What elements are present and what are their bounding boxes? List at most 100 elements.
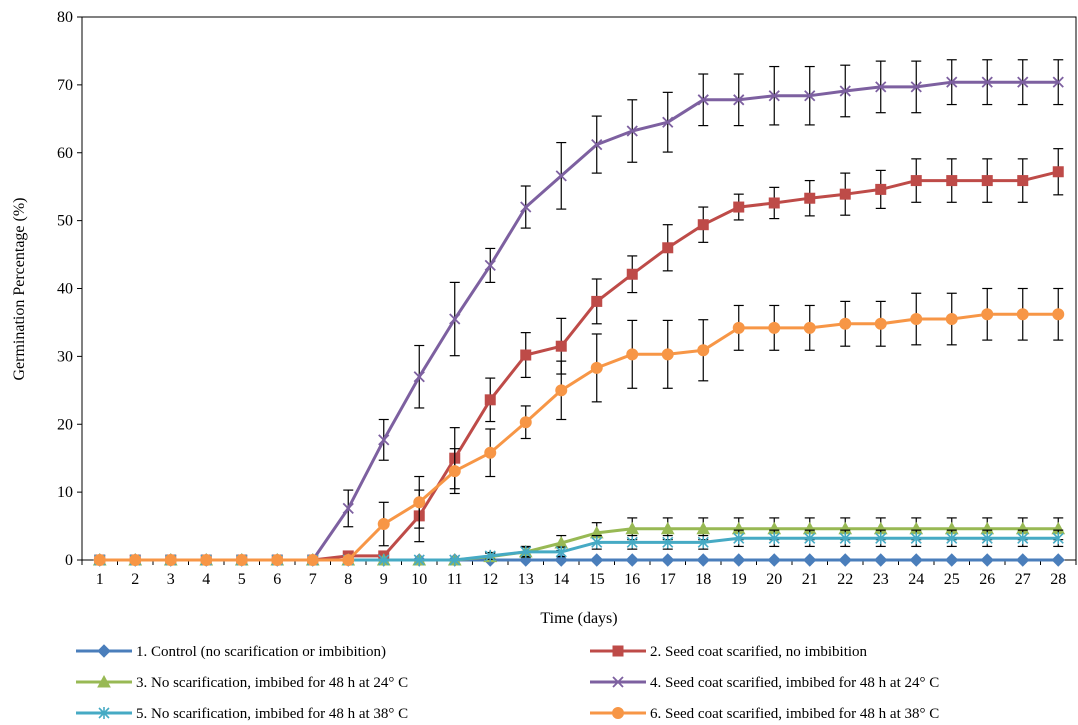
- y-tick-label: 30: [57, 348, 73, 365]
- data-point: [946, 175, 958, 187]
- data-point: [342, 502, 354, 515]
- data-point: [200, 554, 213, 566]
- legend-marker: [612, 645, 624, 657]
- y-tick-label: 50: [57, 213, 73, 230]
- y-tick-label: 80: [57, 9, 73, 26]
- legend-label: 2. Seed coat scarified, no imbibition: [650, 644, 868, 660]
- data-point: [875, 183, 887, 195]
- data-point: [768, 321, 781, 334]
- data-point: [555, 170, 567, 182]
- legend-marker: [612, 676, 624, 688]
- data-point: [768, 197, 780, 209]
- y-tick-label: 70: [57, 77, 73, 94]
- data-point: [271, 554, 284, 566]
- data-point: [449, 554, 461, 566]
- plot-frame: [81, 16, 1077, 561]
- data-point: [839, 85, 851, 97]
- data-point: [377, 518, 390, 531]
- data-point: [590, 361, 603, 374]
- x-tick-label: 3: [167, 571, 175, 588]
- data-point: [804, 532, 816, 545]
- data-point: [413, 371, 425, 383]
- x-tick-label: 2: [131, 571, 139, 588]
- legend-label: 6. Seed coat scarified, imbibed for 48 h…: [650, 706, 939, 722]
- data-point: [306, 554, 319, 566]
- data-point: [1051, 553, 1065, 567]
- data-point: [413, 496, 426, 509]
- data-point: [733, 94, 745, 106]
- data-point: [662, 242, 674, 254]
- data-point: [484, 394, 496, 406]
- series-line: [99, 312, 1059, 562]
- data-point: [661, 553, 675, 567]
- data-point: [378, 434, 390, 446]
- data-point: [484, 446, 497, 459]
- data-point: [1017, 175, 1029, 187]
- data-point: [1016, 308, 1029, 321]
- data-point: [981, 175, 993, 187]
- legend: 1. Control (no scarification or imbibiti…: [76, 644, 939, 722]
- data-point: [696, 521, 711, 535]
- data-point: [1017, 532, 1029, 545]
- data-point: [697, 94, 709, 106]
- data-point: [875, 532, 887, 545]
- data-point: [591, 536, 603, 549]
- x-tick-label: 5: [238, 571, 246, 588]
- data-point: [804, 192, 816, 204]
- data-point: [520, 201, 532, 213]
- x-tick-label: 21: [802, 571, 818, 588]
- data-point: [910, 81, 922, 93]
- data-point: [767, 553, 781, 567]
- data-point: [980, 553, 994, 567]
- data-point: [697, 219, 709, 231]
- legend-item-1: 1. Control (no scarification or imbibiti…: [76, 644, 386, 660]
- data-point: [839, 532, 851, 545]
- data-point: [591, 295, 603, 307]
- data-point: [378, 554, 390, 566]
- data-point: [910, 313, 923, 326]
- data-point: [520, 545, 532, 558]
- x-tick-label: 16: [624, 571, 640, 588]
- data-point: [732, 321, 745, 334]
- data-point: [590, 553, 604, 567]
- data-point: [946, 532, 958, 545]
- data-point: [519, 416, 532, 429]
- data-point: [449, 313, 461, 325]
- data-point: [981, 76, 993, 88]
- x-tick-label: 18: [695, 571, 711, 588]
- data-point: [981, 308, 994, 321]
- data-point: [838, 553, 852, 567]
- x-tick-label: 9: [380, 571, 388, 588]
- data-point: [164, 554, 177, 566]
- data-point: [1016, 553, 1030, 567]
- data-point: [1052, 76, 1064, 88]
- data-point: [626, 268, 638, 280]
- data-point: [520, 349, 532, 361]
- x-tick-label: 7: [309, 571, 317, 588]
- legend-marker: [97, 644, 111, 658]
- data-point: [875, 81, 887, 93]
- data-point: [909, 553, 923, 567]
- legend-label: 1. Control (no scarification or imbibiti…: [136, 644, 386, 660]
- x-tick-label: 13: [518, 571, 534, 588]
- x-tick-label: 27: [1015, 571, 1031, 588]
- x-tick-label: 1: [96, 571, 104, 588]
- data-point: [839, 188, 851, 200]
- x-tick-label: 15: [589, 571, 605, 588]
- data-point: [910, 532, 922, 545]
- data-point: [804, 90, 816, 102]
- x-tick-label: 10: [411, 571, 427, 588]
- legend-label: 4. Seed coat scarified, imbibed for 48 h…: [650, 675, 939, 691]
- x-tick-label: 19: [731, 571, 747, 588]
- legend-marker: [612, 707, 624, 719]
- y-tick-label: 10: [57, 484, 73, 501]
- data-point: [626, 348, 639, 361]
- data-point: [626, 536, 638, 549]
- data-point: [413, 554, 425, 566]
- data-point: [696, 553, 710, 567]
- data-point: [1052, 532, 1064, 545]
- x-axis-label: Time (days): [540, 610, 617, 627]
- data-point: [129, 554, 142, 566]
